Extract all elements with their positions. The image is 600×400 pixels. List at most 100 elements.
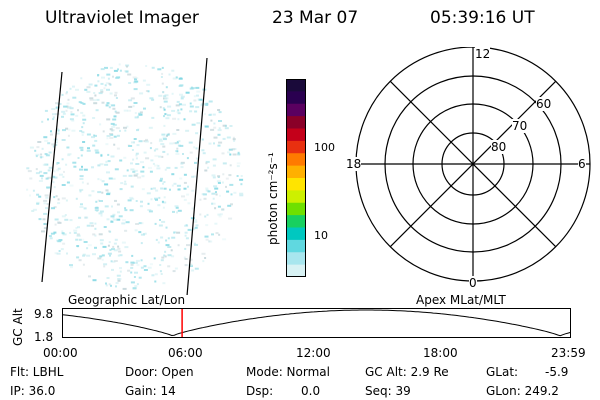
colorbar-tick-100: 100 bbox=[314, 141, 335, 154]
uv-speckle bbox=[177, 118, 180, 121]
uv-speckle bbox=[240, 175, 243, 177]
uv-speckle bbox=[212, 164, 216, 167]
uv-speckle bbox=[43, 227, 47, 230]
uv-speckle bbox=[93, 92, 96, 94]
uv-speckle bbox=[186, 157, 189, 160]
uv-speckle bbox=[195, 106, 200, 109]
uv-speckle bbox=[130, 266, 134, 269]
uv-speckle bbox=[207, 166, 210, 169]
uv-speckle bbox=[51, 108, 56, 110]
uv-speckle bbox=[176, 147, 179, 150]
uv-speckle bbox=[140, 266, 144, 269]
uv-speckle bbox=[197, 98, 200, 101]
uv-speckle bbox=[94, 134, 97, 137]
uv-speckle bbox=[43, 172, 48, 175]
uv-speckle bbox=[109, 254, 111, 257]
uv-speckle bbox=[84, 88, 88, 91]
uv-speckle bbox=[112, 217, 115, 220]
uv-speckle bbox=[166, 114, 171, 117]
uv-speckle bbox=[170, 249, 173, 252]
uv-speckle bbox=[178, 188, 181, 191]
uv-speckle bbox=[193, 175, 197, 178]
uv-speckle bbox=[154, 280, 157, 283]
uv-speckle bbox=[147, 266, 152, 269]
uv-speckle bbox=[92, 253, 96, 256]
mlt-label-18: 18 bbox=[346, 157, 362, 171]
uv-speckle bbox=[124, 207, 127, 210]
uv-speckle bbox=[179, 84, 184, 87]
uv-speckle bbox=[67, 154, 71, 157]
uv-speckle bbox=[117, 211, 120, 214]
uv-speckle bbox=[52, 175, 56, 178]
uv-speckle bbox=[119, 267, 122, 270]
uv-speckle bbox=[135, 154, 138, 157]
uv-speckle bbox=[46, 186, 51, 189]
uv-speckle bbox=[137, 128, 140, 131]
uv-speckle bbox=[130, 263, 134, 266]
uv-speckle bbox=[135, 223, 140, 225]
uv-speckle bbox=[82, 122, 85, 125]
glon-status: GLon: 249.2 bbox=[486, 384, 559, 398]
uv-speckle bbox=[48, 235, 52, 238]
uv-speckle bbox=[58, 239, 63, 241]
uv-speckle bbox=[184, 234, 187, 237]
uv-speckle bbox=[138, 276, 142, 279]
apex-label: Apex MLat/MLT bbox=[416, 293, 506, 307]
uv-speckle bbox=[160, 76, 163, 78]
uv-speckle bbox=[163, 181, 166, 183]
uv-speckle bbox=[79, 146, 84, 149]
uv-speckle bbox=[113, 242, 117, 245]
limb-line-left bbox=[41, 71, 63, 283]
uv-speckle bbox=[107, 103, 112, 106]
uv-speckle bbox=[119, 69, 122, 72]
uv-speckle bbox=[126, 125, 129, 128]
uv-speckle bbox=[80, 154, 83, 157]
uv-speckle bbox=[183, 181, 187, 184]
uv-speckle bbox=[78, 238, 82, 241]
uv-speckle bbox=[123, 109, 128, 112]
uv-speckle bbox=[167, 237, 170, 240]
uv-speckle bbox=[133, 138, 137, 140]
uv-speckle bbox=[116, 76, 121, 79]
uv-speckle bbox=[139, 92, 144, 95]
uv-speckle bbox=[127, 109, 132, 112]
uv-speckle bbox=[86, 254, 91, 257]
uv-speckle bbox=[189, 110, 193, 113]
uv-speckle bbox=[219, 213, 223, 216]
uv-speckle bbox=[160, 187, 164, 190]
uv-speckle bbox=[172, 132, 177, 135]
uv-speckle bbox=[75, 227, 78, 229]
uv-speckle bbox=[57, 221, 62, 224]
uv-speckle bbox=[81, 181, 84, 184]
uv-speckle bbox=[149, 97, 154, 100]
uv-speckle bbox=[190, 263, 193, 266]
uv-speckle bbox=[69, 184, 74, 187]
uv-speckle bbox=[190, 86, 193, 89]
uv-speckle bbox=[237, 153, 241, 156]
uv-speckle bbox=[217, 129, 222, 132]
uv-speckle bbox=[186, 244, 190, 247]
uv-speckle bbox=[188, 141, 193, 144]
uv-speckle bbox=[193, 228, 196, 231]
uv-speckle bbox=[152, 162, 155, 165]
uv-speckle bbox=[47, 118, 49, 121]
uv-speckle bbox=[110, 134, 114, 136]
uv-speckle bbox=[117, 279, 121, 282]
uv-speckle bbox=[53, 206, 57, 209]
uv-speckle bbox=[84, 216, 89, 219]
uv-speckle bbox=[133, 169, 138, 172]
uv-speckle bbox=[145, 138, 148, 141]
uv-speckle bbox=[213, 122, 216, 125]
uv-speckle bbox=[115, 285, 117, 288]
uv-speckle bbox=[162, 91, 165, 94]
uv-speckle bbox=[138, 112, 142, 115]
uv-speckle bbox=[163, 100, 168, 103]
uv-speckle bbox=[117, 278, 122, 280]
uv-speckle bbox=[185, 129, 190, 132]
uv-speckle bbox=[205, 102, 209, 105]
uv-speckle bbox=[48, 151, 52, 154]
uv-speckle bbox=[97, 199, 100, 202]
uv-speckle bbox=[42, 163, 47, 166]
uv-speckle bbox=[161, 256, 165, 259]
uv-speckle bbox=[47, 142, 51, 145]
